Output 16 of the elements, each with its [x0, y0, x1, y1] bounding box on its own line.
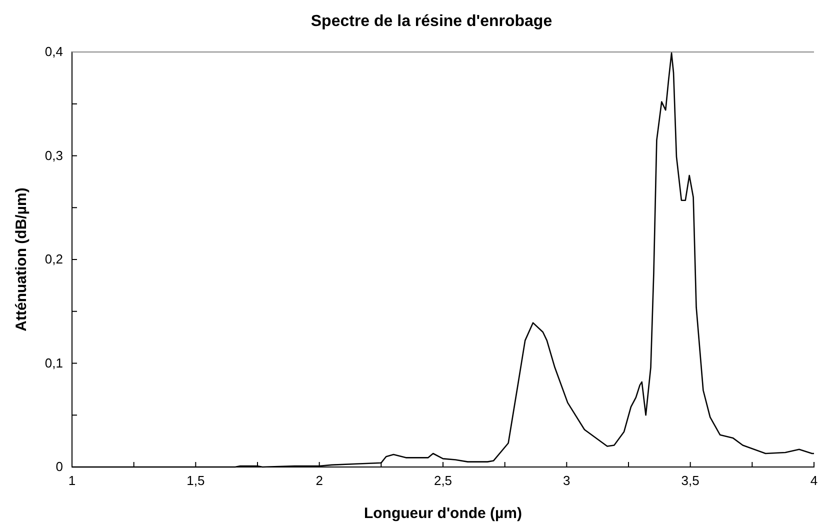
y-tick-label: 0,3 — [44, 148, 63, 163]
y-tick-label: 0 — [56, 459, 63, 474]
x-tick-label: 3,5 — [681, 473, 700, 488]
x-tick-label: 1 — [68, 473, 76, 488]
chart-title: Spectre de la résine d'enrobage — [310, 13, 552, 30]
x-tick-label: 1,5 — [186, 473, 205, 488]
x-tick-label: 3 — [563, 473, 570, 488]
y-tick-label: 0,2 — [44, 252, 63, 267]
y-tick-label: 0,4 — [44, 44, 63, 60]
line-series — [71, 52, 815, 468]
x-tick-label: 2,5 — [434, 473, 452, 488]
x-axis-title: Longueur d'onde (µm) — [364, 505, 522, 522]
y-tick-label: 0,1 — [44, 355, 63, 370]
x-tick-label: 2 — [316, 473, 323, 488]
y-axis-title: Atténuation (dB/µm) — [13, 188, 30, 332]
x-tick-label: 4 — [810, 473, 818, 488]
